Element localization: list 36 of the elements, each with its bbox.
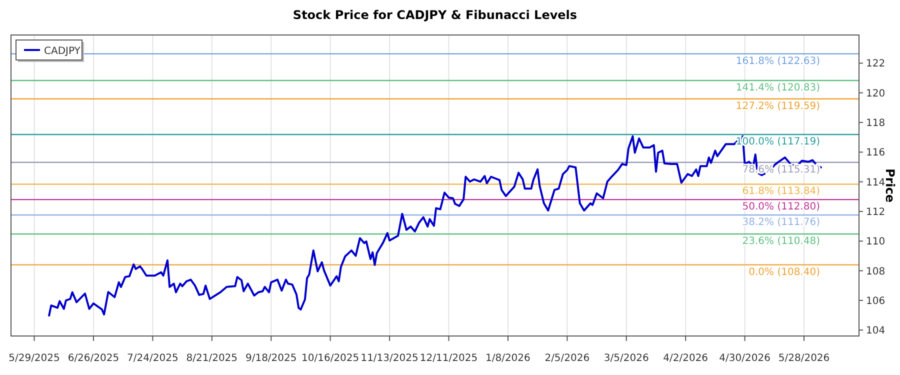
- ref-line-label: 161.8% (122.63): [736, 56, 820, 67]
- y-tick-label: 106: [866, 296, 886, 307]
- ref-line-label: 127.2% (119.59): [736, 100, 820, 112]
- chart-title: Stock Price for CADJPY & Fibunacci Levels: [292, 8, 578, 22]
- x-tick-label: 7/24/2025: [127, 353, 178, 364]
- x-tick-label: 5/29/2025: [8, 353, 60, 364]
- x-tick-label: 12/11/2025: [420, 353, 478, 364]
- y-tick-label: 122: [866, 58, 886, 70]
- ref-line-label: 38.2% (111.76): [742, 217, 820, 228]
- x-tick-label: 4/2/2026: [663, 353, 708, 364]
- ref-line-label: 50.0% (112.80): [742, 202, 820, 213]
- y-tick-label: 118: [866, 118, 886, 129]
- x-tick-label: 3/5/2026: [604, 353, 649, 364]
- x-tick-label: 4/30/2026: [719, 353, 770, 364]
- x-tick-label: 2/5/2026: [544, 353, 590, 364]
- y-axis-title: Price: [883, 168, 897, 203]
- x-tick-label: 5/28/2026: [778, 353, 830, 364]
- legend-label: CADJPY: [44, 46, 82, 57]
- y-tick-label: 112: [866, 206, 886, 218]
- y-tick-label: 108: [866, 266, 886, 278]
- y-tick-label: 116: [866, 148, 886, 159]
- ref-line-label: 141.4% (120.83): [736, 82, 820, 94]
- x-tick-label: 8/21/2025: [186, 353, 238, 364]
- ref-line-label: 23.6% (110.48): [742, 236, 820, 247]
- y-tick-label: 114: [866, 177, 886, 188]
- x-tick-label: 1/8/2026: [485, 353, 530, 364]
- x-tick-label: 9/18/2025: [245, 353, 297, 364]
- ref-line-label: 0.0% (108.40): [748, 266, 820, 278]
- x-tick-label: 11/13/2025: [360, 353, 418, 364]
- y-tick-label: 120: [866, 88, 886, 100]
- y-tick-label: 110: [866, 236, 886, 248]
- x-tick-label: 6/26/2025: [68, 353, 120, 364]
- y-tick-label: 104: [866, 326, 886, 337]
- ref-line-label: 61.8% (113.84): [742, 186, 820, 198]
- x-tick-label: 10/16/2025: [302, 353, 360, 364]
- line-series: [48, 135, 822, 317]
